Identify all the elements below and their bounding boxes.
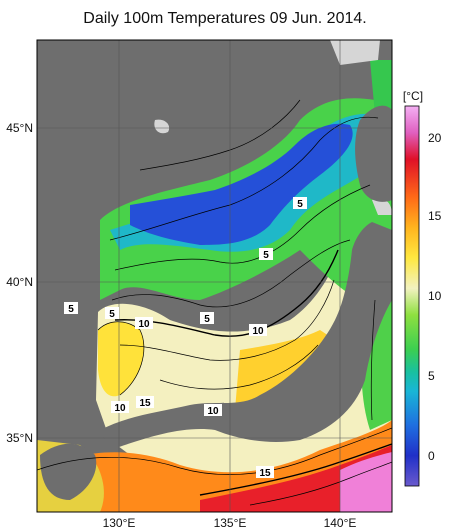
lat-label-35: 35°N (6, 431, 33, 445)
contour-label: 10 (252, 326, 264, 337)
map-frame (36, 39, 393, 513)
colorbar-tick: 0 (428, 449, 435, 463)
colorbar-tick: 10 (428, 289, 442, 303)
colorbar-tick: 5 (428, 369, 435, 383)
contour-label: 5 (204, 314, 210, 325)
missing-data-patch (330, 40, 380, 65)
sea-warm-current (98, 321, 144, 397)
contour-label: 10 (138, 319, 150, 330)
lon-label-130: 130°E (103, 516, 136, 530)
colorbar-tick: 20 (428, 131, 442, 145)
missing-data-patch (154, 119, 170, 134)
contour-label: 5 (68, 304, 74, 315)
contour-label: 5 (297, 199, 303, 210)
colorbar-tick: 15 (428, 209, 442, 223)
contour-label: 15 (139, 398, 151, 409)
sea-yellow-coast (235, 330, 335, 410)
kyushu-land (40, 443, 97, 500)
northwest-pacific-green (370, 60, 392, 115)
map-title: Daily 100m Temperatures 09 Jun. 2014. (83, 10, 367, 27)
colorbar (404, 105, 420, 487)
lat-label-45: 45°N (6, 121, 33, 135)
honshu-land (100, 222, 392, 450)
lat-label-40: 40°N (6, 275, 33, 289)
colorbar-ticks: 20 15 10 5 0 (428, 131, 442, 463)
contour-label: 5 (263, 250, 269, 261)
contour-label: 10 (207, 406, 219, 417)
contour-label: 10 (114, 403, 126, 414)
contour-label: 15 (259, 468, 271, 479)
lon-label-140: 140°E (324, 516, 357, 530)
lon-label-135: 135°E (214, 516, 247, 530)
hokkaido-land (355, 105, 392, 202)
missing-data-patch (372, 198, 392, 215)
contour-label: 5 (109, 309, 115, 320)
sea-cold-region (130, 123, 353, 245)
graticule (37, 40, 392, 512)
colorbar-unit: [°C] (403, 89, 423, 103)
contour-labels: 5 5 5 5 5 10 10 10 15 10 15 (64, 197, 307, 479)
